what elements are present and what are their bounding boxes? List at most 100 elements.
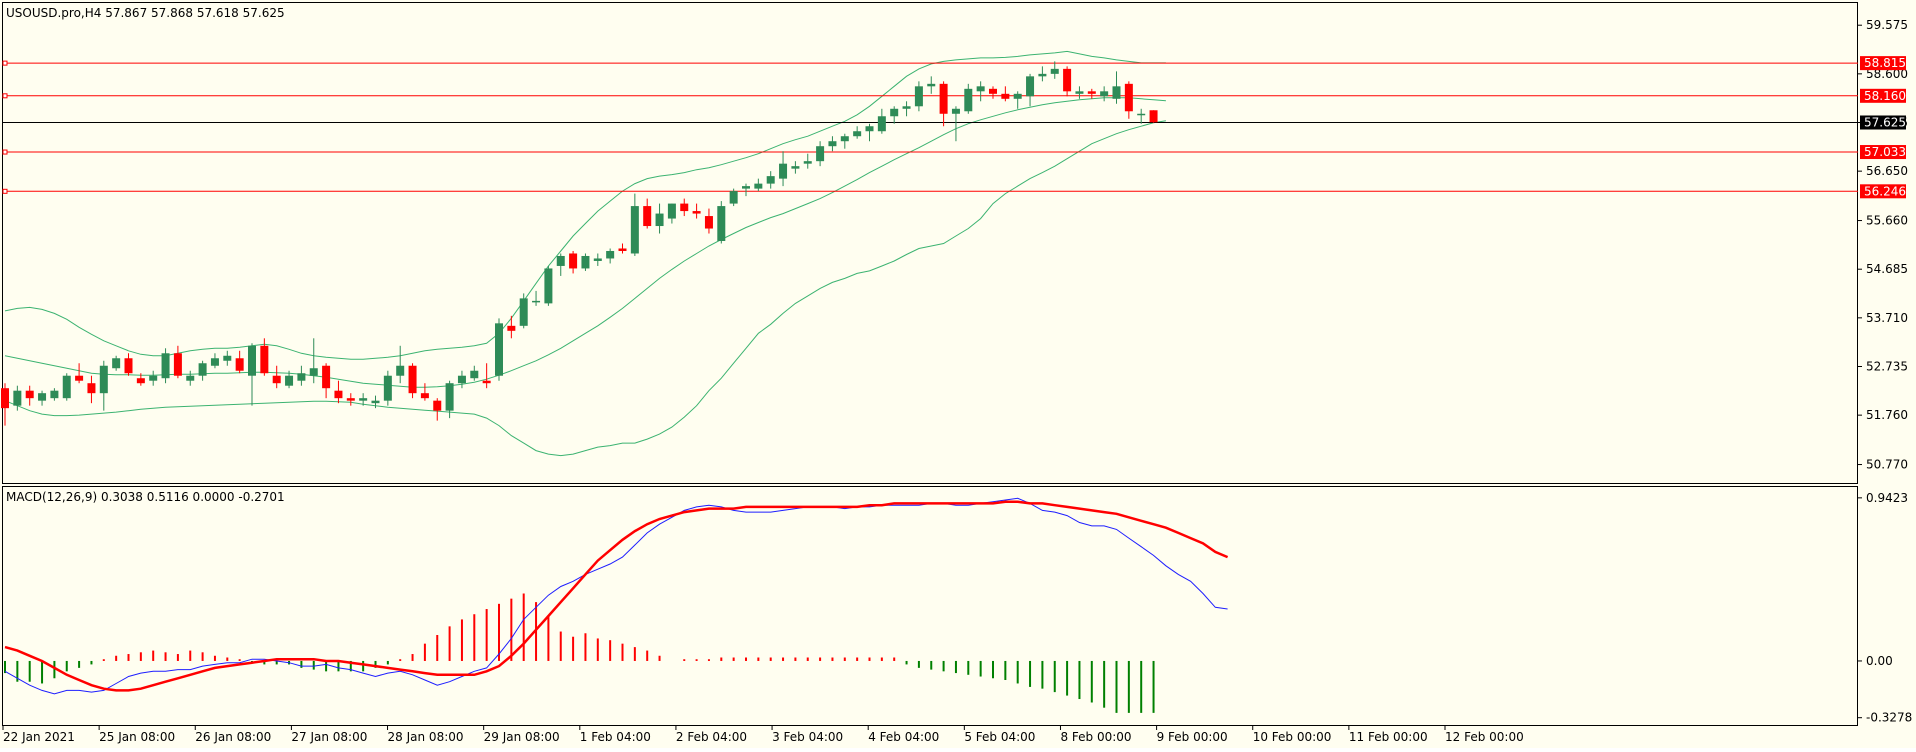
candle-body [112,358,121,369]
candle-body [173,353,182,376]
price-labels: 58.815 58.160 57.033 56.246 57.625 [1860,56,1906,199]
level-price-label: 57.033 [1864,145,1906,159]
candle-body [445,383,454,411]
candle-body [359,398,368,401]
macd-line [4,497,1228,695]
level-anchor-handle [2,93,8,99]
current-price-label-box [1860,115,1906,130]
candle-body [1075,91,1084,94]
candle-body [1087,91,1096,94]
macd-tick-label: 0.00 [1866,654,1893,668]
candle-body [482,380,491,384]
signal-line [4,500,1229,692]
macd-tick-label: 0.9423 [1866,491,1908,505]
candle-body [643,206,652,227]
candle-body [346,398,355,401]
candle-body [680,203,689,212]
candle-body [742,186,750,189]
candle-body [161,353,170,379]
time-axis: 22 Jan 2021 25 Jan 08:00 26 Jan 08:00 27 Ja… [2,726,1524,744]
horizontal-levels [2,60,1858,194]
candle-body [396,365,405,376]
candle-body [235,358,244,371]
price-tick-label: 51.760 [1866,408,1908,422]
candle-body [62,375,71,399]
candle-body [964,88,973,112]
time-label: 8 Feb 00:00 [1060,730,1131,744]
symbol-header: USOUSD.pro,H4 57.867 57.868 57.618 57.62… [6,6,285,20]
candle-body [223,355,232,361]
candle-body [285,375,294,386]
candle-body [927,83,936,87]
price-tick-label: 52.735 [1866,359,1908,373]
candle-body [1124,83,1133,112]
candle-body [630,206,639,254]
price-tick-label: 50.770 [1866,458,1908,472]
candle-body [87,383,96,394]
candle-body [13,390,22,406]
candle-body [569,253,578,269]
candle-body [198,363,207,376]
candle-body [914,86,923,107]
candle-body [766,176,775,184]
candle-body [692,211,701,214]
price-tick-label: 58.600 [1866,67,1908,81]
candle-body [593,258,602,261]
time-label: 12 Feb 00:00 [1445,730,1524,744]
time-label: 3 Feb 04:00 [772,730,843,744]
candle-body [1026,76,1035,97]
time-label: 4 Feb 04:00 [868,730,939,744]
candle-body [433,400,442,411]
time-label: 9 Feb 00:00 [1157,730,1228,744]
candle-body [816,146,825,162]
candle-body [1137,113,1146,116]
time-label: 27 Jan 08:00 [291,730,367,744]
candle-body [989,88,997,94]
bollinger-lower-line [4,120,1166,457]
level-price-label: 58.815 [1864,56,1906,70]
candle-body [186,375,195,381]
level-price-label-box [1860,88,1906,103]
candle-body [704,216,713,229]
candle-body [1063,68,1072,92]
candle-body [939,83,948,114]
candle-body [1,388,9,409]
candle-body [519,298,528,326]
candle-body [25,390,34,399]
price-tick-label: 55.660 [1866,214,1908,228]
candle-body [803,161,812,164]
candle-body [507,325,516,331]
candle-body [840,136,849,142]
candle-body [309,368,318,376]
candle-body [334,390,343,399]
candle-body [420,393,429,399]
candle-body [272,375,281,384]
candle-body [99,365,108,394]
time-label: 2 Feb 04:00 [676,730,747,744]
candle-body [532,300,541,303]
candle-body [457,375,466,384]
time-label: 10 Feb 00:00 [1253,730,1332,744]
candle-body [655,213,664,227]
time-label: 1 Feb 04:00 [580,730,651,744]
candle-body [828,141,837,147]
price-tick-label: 53.710 [1866,311,1908,325]
candle-body [976,86,985,92]
current-price-label: 57.625 [1864,116,1906,130]
candles [1,61,1158,426]
candle-body [877,116,886,132]
candle-body [902,106,911,109]
macd-header: MACD(12,26,9) 0.3038 0.5116 0.0000 -0.27… [6,490,285,504]
candle-body [383,375,392,401]
time-label: 5 Feb 04:00 [964,730,1035,744]
candle-body [667,203,676,219]
candle-body [248,345,256,376]
candle-body [581,255,590,269]
candle-body [1100,91,1109,97]
time-label: 26 Jan 08:00 [195,730,271,744]
time-label: 28 Jan 08:00 [388,730,464,744]
candle-body [791,166,800,169]
